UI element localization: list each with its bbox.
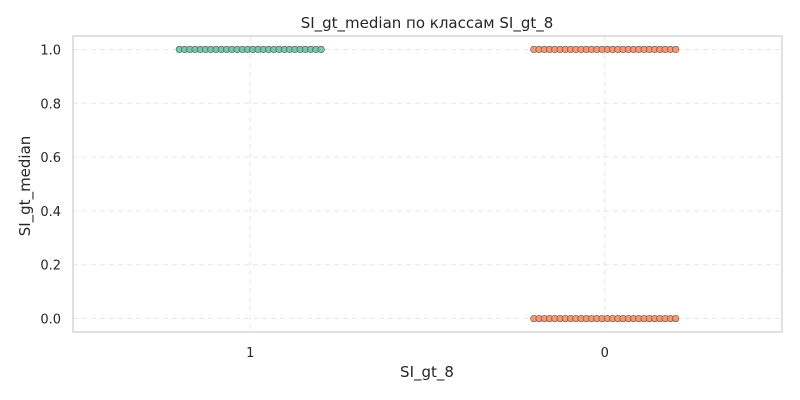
chart-title: SI_gt_median по классам SI_gt_8 [301, 14, 554, 33]
grid-layer [73, 36, 782, 332]
y-tick-label: 0.6 [40, 151, 61, 166]
data-point [672, 314, 680, 323]
x-tick-label: 0 [601, 346, 609, 361]
data-point [317, 45, 325, 54]
y-tick-label: 0.8 [40, 97, 61, 112]
plot-frame [72, 35, 783, 333]
point-layer [175, 45, 680, 323]
x-axis-label: SI_gt_8 [400, 363, 454, 382]
y-tick-label: 0.0 [40, 313, 61, 328]
y-tick-label: 1.0 [40, 43, 61, 58]
y-tick-label: 0.4 [40, 205, 61, 220]
x-tick-label: 1 [246, 346, 254, 361]
data-point [672, 45, 680, 54]
y-axis-label: SI_gt_median [16, 136, 35, 237]
tick-layer: 0.0 0.2 0.4 0.6 0.8 1.0 1 0 [40, 43, 609, 361]
y-tick-label: 0.2 [40, 259, 61, 274]
